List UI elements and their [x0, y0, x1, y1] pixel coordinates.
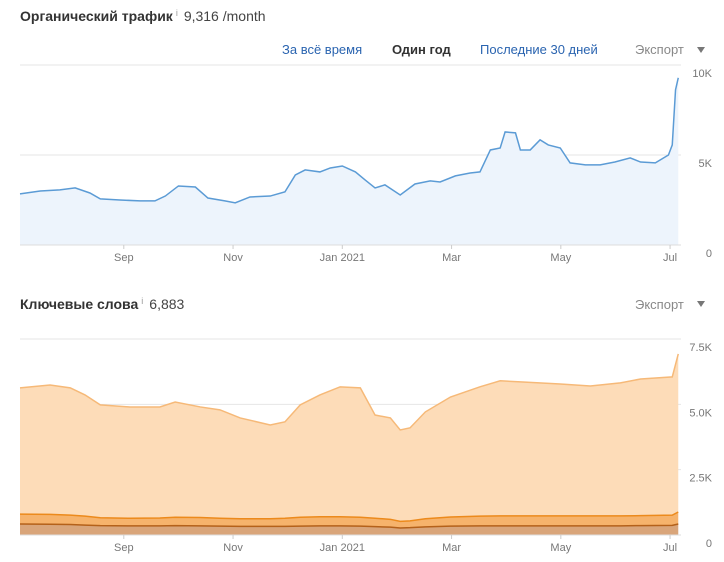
x-tick-label: May — [550, 542, 571, 554]
x-tick-label: Nov — [223, 542, 243, 554]
area-band — [20, 353, 679, 522]
x-tick-label: Mar — [442, 542, 461, 554]
dropdown-arrow[interactable] — [697, 301, 705, 307]
tab[interactable]: Последние 30 дней — [480, 42, 598, 57]
x-tick-label: May — [550, 252, 571, 264]
y-tick-label: 5K — [699, 158, 713, 170]
y-tick-label: 10K — [692, 68, 712, 80]
y-tick-label: 5.0K — [689, 407, 712, 419]
area-band — [20, 524, 679, 535]
summary: 6,883 — [149, 296, 184, 312]
area-fill — [20, 77, 679, 245]
x-tick-label: Jul — [663, 252, 677, 264]
info-icon[interactable]: i — [141, 296, 143, 306]
x-tick-label: Nov — [223, 252, 243, 264]
info-icon[interactable]: i — [176, 8, 178, 18]
x-tick-label: Sep — [114, 542, 134, 554]
dropdown-arrow[interactable] — [697, 47, 705, 53]
header: Органический трафик i 9,316 /month — [20, 8, 266, 24]
tabs: За всё время Один год Последние 30 дней — [282, 42, 598, 57]
title: Органический трафик — [20, 8, 174, 24]
x-tick-label: Sep — [114, 252, 134, 264]
y-tick-label: 2.5K — [689, 473, 712, 485]
title: Ключевые слова — [20, 296, 138, 312]
x-tick-label: Jan 2021 — [320, 252, 365, 264]
y-tick-label: 0 — [706, 248, 712, 260]
band-line — [19, 523, 679, 529]
export-button[interactable]: Экспорт — [635, 297, 684, 312]
summary: 9,316 /month — [184, 8, 266, 24]
x-tick-label: Jan 2021 — [320, 542, 365, 554]
tab[interactable]: Один год — [392, 42, 452, 57]
x-tick-label: Jul — [663, 542, 677, 554]
line — [19, 77, 680, 204]
header: Ключевые слова i 6,883 — [20, 296, 185, 312]
export-button[interactable]: Экспорт — [635, 42, 684, 57]
x-tick-label: Mar — [442, 252, 461, 264]
y-tick-label: 7.5K — [689, 342, 712, 354]
tab[interactable]: За всё время — [282, 42, 362, 57]
band-line — [19, 511, 679, 523]
y-tick-label: 0 — [706, 538, 712, 550]
band-line — [19, 353, 679, 431]
